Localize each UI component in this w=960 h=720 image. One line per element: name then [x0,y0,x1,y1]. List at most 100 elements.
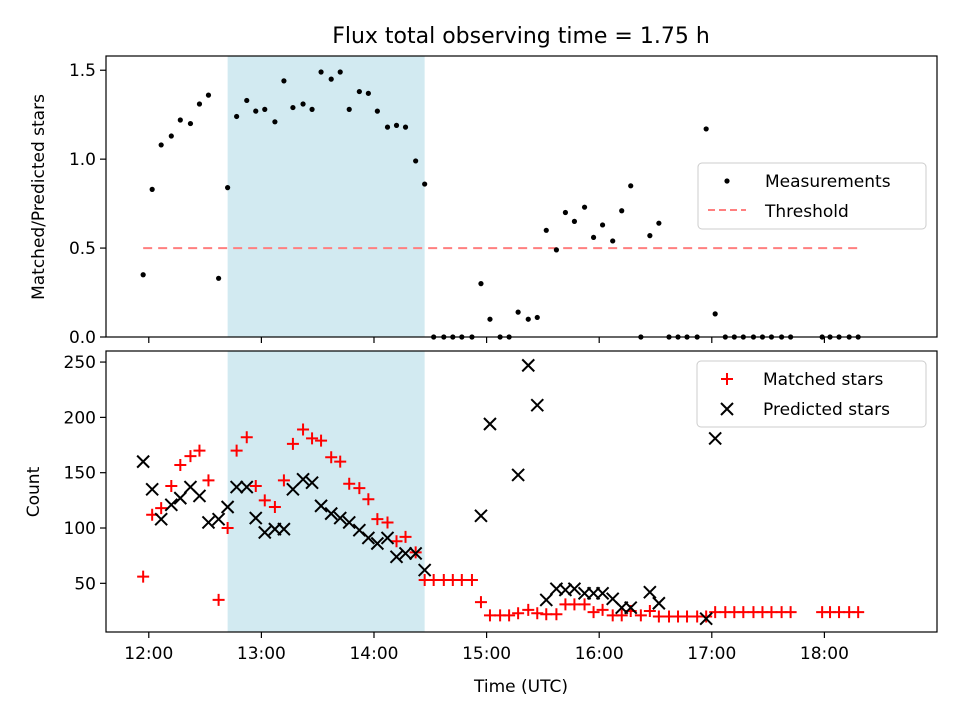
series-predicted-stars [136,358,722,626]
data-point [220,500,235,514]
data-point [599,222,606,228]
data-point [703,126,709,132]
data-point [277,474,290,487]
data-point [474,596,487,609]
data-point [314,499,328,513]
data-point [193,444,206,457]
data-point [380,531,395,545]
data-point [136,454,150,469]
legend: Matched stars Predicted stars [696,360,927,428]
data-point [225,185,231,191]
data-point [521,358,535,373]
data-point [374,108,380,114]
data-point [177,117,183,123]
legend-frame [696,360,927,428]
data-point [356,88,362,95]
data-point [540,608,553,621]
x-tick-label: 16:00 [575,644,624,664]
data-point [334,455,347,468]
data-point [590,234,597,241]
data-point [427,574,440,587]
data-point [174,458,187,471]
data-point [309,106,315,112]
data-point [202,474,215,487]
data-point [478,281,484,287]
axes-frame [105,55,938,338]
x-tick-label: 12:00 [124,644,173,664]
data-point [216,275,222,281]
data-point [258,525,272,540]
data-point [628,183,634,189]
data-point [712,311,718,317]
observing-window-shade [227,56,425,337]
data-point [168,133,174,139]
data-point [525,316,531,322]
data-point [503,609,516,622]
data-point [550,608,563,621]
data-point [196,101,203,107]
data-point [205,92,212,98]
data-point [512,607,525,620]
data-point [539,593,553,607]
data-point [165,479,178,492]
data-point [318,69,324,75]
x-tick-label: 15:00 [462,644,511,664]
data-point [173,491,188,505]
data-point [158,142,164,148]
legend-label-predicted: Predicted stars [763,400,890,420]
x-tick-label: 18:00 [800,644,849,664]
observing-window-shade [227,351,425,632]
legend: Measurements Threshold [697,162,927,230]
data-point [240,431,253,444]
data-point [240,480,254,494]
data-point [578,598,591,611]
data-point [587,606,600,619]
data-point [568,598,581,611]
data-point [249,479,262,492]
data-point [343,477,356,490]
y-tick-label: 50 [74,574,96,594]
y-tick-label: 200 [64,408,96,428]
data-point [422,181,428,187]
data-point [361,531,376,545]
y-tick-label: 250 [64,353,96,373]
data-point [371,513,384,526]
data-point [281,78,287,84]
data-point [634,609,647,622]
data-point [581,204,588,210]
data-point [324,506,338,521]
data-point [522,603,535,616]
data-point [262,106,268,112]
data-point [155,502,168,515]
data-point [652,596,666,610]
data-point [300,101,306,107]
data-point [353,482,366,495]
data-point [328,76,334,82]
data-point [305,475,319,490]
data-point [417,563,432,577]
x-axis-label: Time (UTC) [473,677,568,697]
data-point [306,432,319,445]
data-point [244,97,250,104]
data-point [483,609,496,622]
data-point [596,603,609,616]
data-point [337,69,343,75]
y-tick-label: 1.5 [69,61,96,81]
data-point [384,124,391,130]
data-point [362,493,375,506]
data-point [211,512,226,526]
data-point [164,498,179,512]
data-point [297,423,310,436]
data-point [610,238,616,244]
data-point [149,186,155,192]
x-tick-label: 14:00 [349,644,398,664]
data-point [699,612,713,626]
data-point [187,120,194,127]
data-point [567,582,582,596]
data-point [833,606,846,619]
data-point [230,444,243,457]
data-point [515,309,521,315]
data-point [268,500,281,513]
data-point [624,600,638,615]
